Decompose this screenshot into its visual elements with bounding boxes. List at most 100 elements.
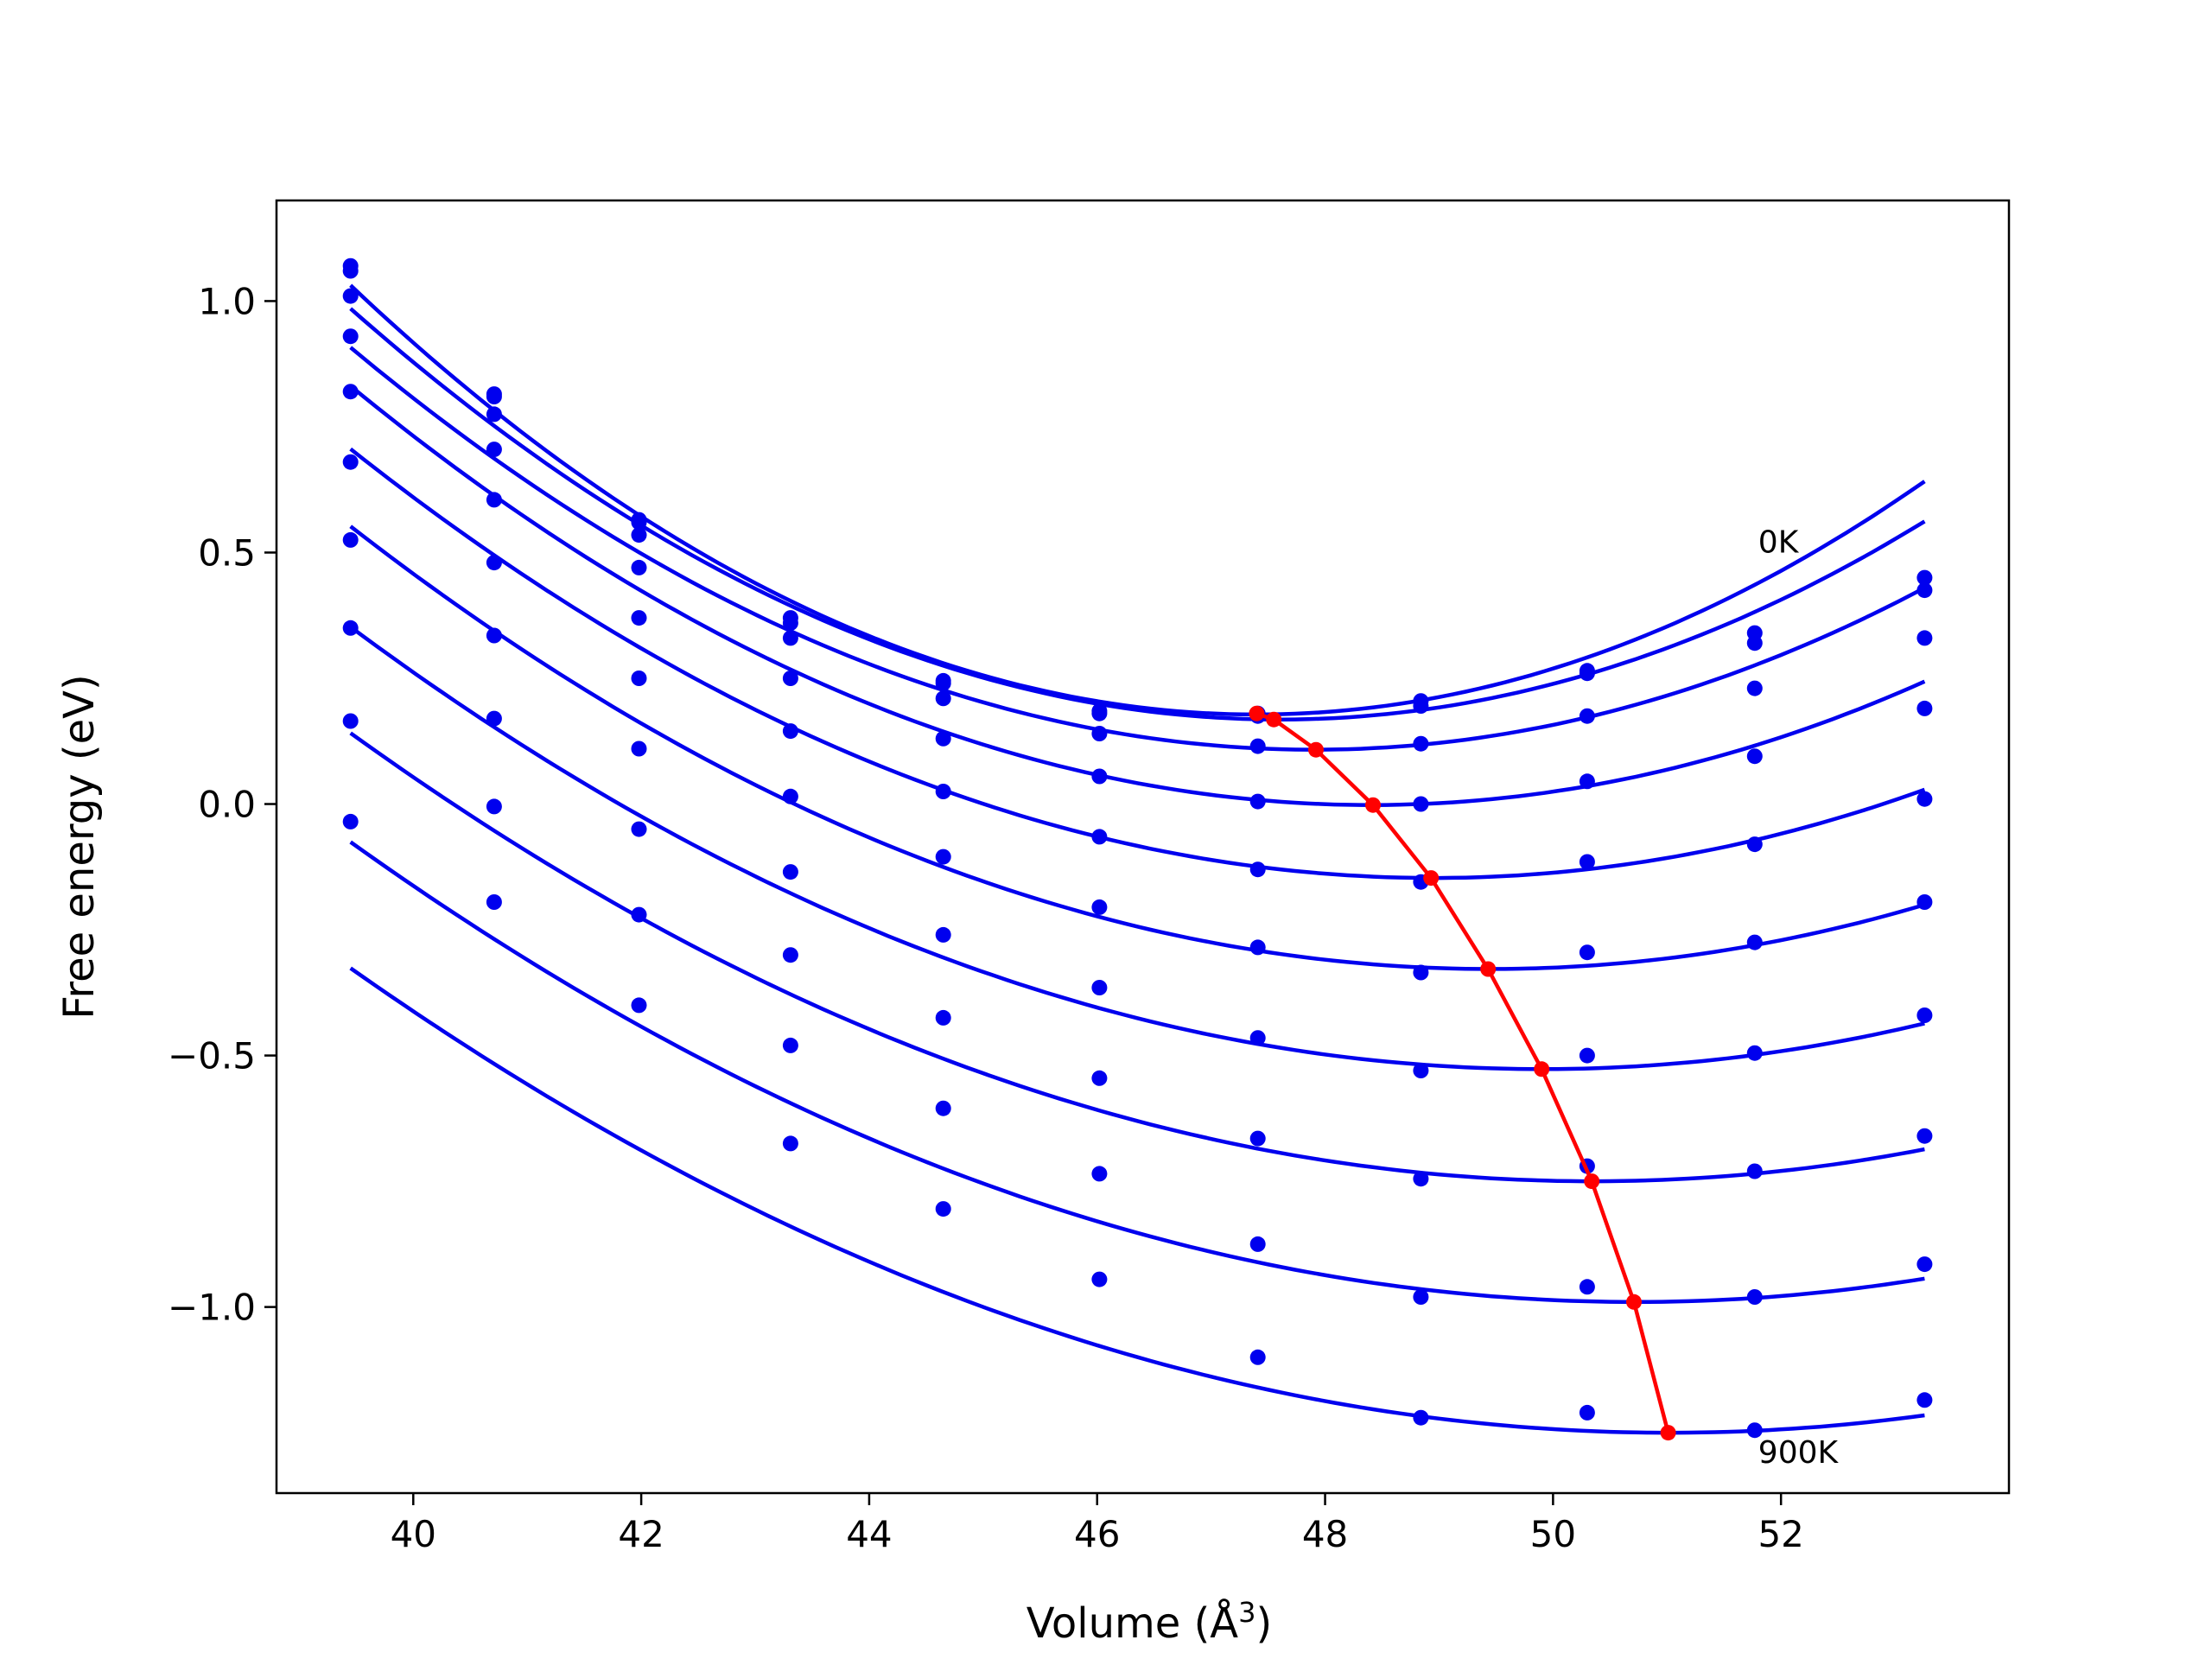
minima-point-3 [1365, 797, 1381, 813]
minima-point-7 [1584, 1173, 1600, 1190]
data-point-s7-10 [1916, 1128, 1933, 1144]
data-point-s8-10 [1916, 1256, 1933, 1273]
data-point-s3-10 [1916, 700, 1933, 716]
minima-point-1 [1266, 711, 1282, 728]
data-point-s2-7 [1413, 735, 1429, 752]
data-point-s5-6 [1249, 939, 1266, 956]
data-point-s6-8 [1579, 1047, 1595, 1064]
annotation-0: 0K [1758, 524, 1800, 560]
fit-curve-9 [349, 966, 1925, 1435]
data-point-s7-1 [486, 710, 502, 727]
data-point-s1-9 [1746, 635, 1763, 652]
data-point-s5-4 [935, 849, 951, 865]
x-tick-label-44: 44 [846, 1513, 892, 1555]
data-point-s2-6 [1249, 738, 1266, 754]
data-point-s1-8 [1579, 665, 1595, 682]
data-point-s9-6 [1249, 1349, 1266, 1365]
data-point-s6-1 [486, 627, 502, 644]
data-point-s1-4 [935, 672, 951, 689]
data-point-s7-6 [1249, 1130, 1266, 1147]
x-tick-label-42: 42 [618, 1513, 664, 1555]
data-point-s2-2 [631, 527, 647, 543]
y-tick-label-4: −1.0 [168, 1287, 256, 1329]
y-tick-label-1: 0.5 [198, 531, 256, 574]
data-points [342, 257, 1933, 1439]
y-tick-label-2: 0.0 [198, 784, 256, 826]
data-point-s6-6 [1249, 1030, 1266, 1046]
minima-point-2 [1308, 741, 1324, 758]
minima-point-6 [1534, 1061, 1550, 1077]
x-tick-label-48: 48 [1302, 1513, 1348, 1555]
fit-curve-3 [349, 385, 1926, 807]
data-point-s9-10 [1916, 1392, 1933, 1408]
data-point-s2-1 [486, 406, 502, 423]
annotations: 0K 900K [1758, 524, 1840, 1471]
data-point-s7-9 [1746, 1163, 1763, 1179]
data-point-s6-7 [1413, 1063, 1429, 1078]
data-point-s2-5 [1091, 726, 1108, 741]
data-point-s6-5 [1091, 980, 1108, 995]
data-point-s4-2 [631, 610, 647, 626]
data-point-s3-9 [1746, 748, 1763, 765]
data-point-s1-1 [486, 386, 502, 403]
fit-curve-6 [349, 625, 1925, 1071]
data-point-s1-5 [1091, 705, 1108, 721]
y-axis-label: Free energy (eV) [55, 674, 104, 1019]
data-point-s1-7 [1413, 698, 1429, 714]
x-axis-ticks: 40 42 44 46 48 50 52 [391, 1493, 1804, 1555]
data-point-s2-9 [1746, 680, 1763, 696]
fit-curves [349, 283, 1926, 1435]
data-point-s8-9 [1746, 1289, 1763, 1305]
data-point-s6-0 [342, 531, 359, 548]
data-point-s4-9 [1746, 836, 1763, 853]
data-point-s1-3 [782, 615, 798, 631]
data-point-s2-10 [1916, 630, 1933, 646]
data-point-s9-4 [935, 1201, 951, 1217]
data-point-s8-7 [1413, 1289, 1429, 1305]
data-point-s2-0 [342, 288, 359, 304]
data-point-s4-1 [486, 492, 502, 508]
data-point-s6-9 [1746, 1045, 1763, 1061]
data-point-s8-2 [631, 906, 647, 923]
data-point-s5-3 [782, 788, 798, 804]
data-point-s4-8 [1579, 854, 1595, 870]
minima-line [1255, 711, 1670, 1433]
data-point-s0-10 [1916, 569, 1933, 586]
data-point-s3-5 [1091, 768, 1108, 785]
data-point-s7-5 [1091, 1070, 1108, 1086]
data-point-s9-7 [1413, 1409, 1429, 1426]
data-point-s8-6 [1249, 1236, 1266, 1252]
data-point-s5-0 [342, 454, 359, 470]
minima-curve [1249, 705, 1676, 1441]
data-point-s6-3 [782, 864, 798, 880]
annotation-1: 900K [1758, 1435, 1840, 1471]
fit-curve-8 [349, 840, 1925, 1305]
data-point-s4-6 [1249, 861, 1266, 878]
data-point-s8-8 [1579, 1279, 1595, 1295]
data-point-s7-3 [782, 947, 798, 963]
data-point-s3-1 [486, 442, 502, 458]
data-point-s1-0 [342, 257, 359, 274]
fit-curve-7 [349, 731, 1925, 1184]
data-point-s5-5 [1091, 899, 1108, 915]
data-point-s5-7 [1413, 964, 1429, 981]
data-point-s4-0 [342, 384, 359, 400]
y-tick-label-3: −0.5 [168, 1035, 256, 1077]
data-point-s8-5 [1091, 1166, 1108, 1182]
minima-point-0 [1249, 705, 1265, 721]
data-point-s7-0 [342, 620, 359, 636]
minima-point-5 [1480, 961, 1497, 977]
data-point-s2-8 [1579, 708, 1595, 724]
x-axis-label: Volume (Å3) [1027, 1596, 1272, 1648]
fit-curve-4 [349, 447, 1926, 880]
data-point-s4-4 [935, 784, 951, 799]
data-point-s6-10 [1916, 1007, 1933, 1023]
data-point-s7-2 [631, 821, 647, 837]
data-point-s4-3 [782, 723, 798, 740]
x-tick-label-40: 40 [391, 1513, 436, 1555]
data-point-s5-2 [631, 671, 647, 686]
y-axis-ticks: 1.0 0.5 0.0 −0.5 −1.0 [168, 280, 276, 1329]
x-tick-label-46: 46 [1074, 1513, 1120, 1555]
data-point-s1-10 [1916, 582, 1933, 599]
